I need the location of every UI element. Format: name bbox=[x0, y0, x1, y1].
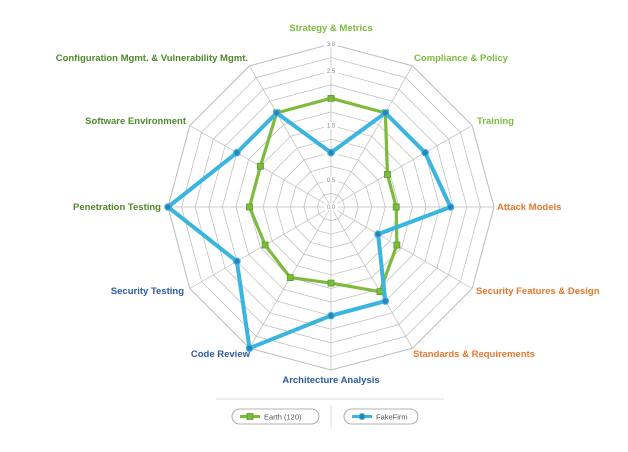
grid-spoke bbox=[189, 206, 332, 289]
data-point bbox=[257, 162, 264, 170]
series-fakefirm bbox=[164, 109, 455, 352]
axis-label: Attack Models bbox=[497, 202, 561, 213]
axis-label: Security Testing bbox=[111, 286, 184, 297]
tick-label-bg bbox=[324, 203, 338, 211]
data-point bbox=[327, 148, 335, 157]
data-point bbox=[327, 94, 335, 102]
data-point bbox=[245, 344, 254, 352]
data-point bbox=[233, 148, 241, 157]
axis-label: Strategy & Metrics bbox=[289, 23, 372, 34]
axis-label: Code Review bbox=[191, 349, 251, 360]
tick-label: 3.0 bbox=[327, 42, 336, 48]
tick-label: 1.5 bbox=[327, 124, 336, 130]
series-line bbox=[166, 110, 453, 351]
data-point bbox=[164, 203, 172, 211]
data-point bbox=[393, 241, 401, 249]
axis-label: Configuration Mgmt. & Vulnerability Mgmt… bbox=[56, 53, 248, 64]
tick-label: 2.5 bbox=[327, 69, 336, 75]
legend-swatch-marker bbox=[246, 413, 254, 420]
legend-item: Earth (120) bbox=[231, 408, 320, 425]
data-point bbox=[381, 109, 390, 117]
data-point bbox=[246, 203, 253, 211]
grid-spoke bbox=[249, 65, 332, 208]
data-point bbox=[374, 230, 382, 238]
tick-label: 0.5 bbox=[327, 178, 336, 184]
series-earth bbox=[246, 94, 401, 296]
data-point bbox=[272, 109, 281, 117]
axis-label: Training bbox=[477, 116, 514, 127]
tick-label-bg bbox=[324, 176, 338, 184]
axis-label: Architecture Analysis bbox=[282, 375, 379, 386]
data-point bbox=[384, 170, 391, 178]
radar-series bbox=[164, 94, 455, 352]
legend-label: FakeFirm bbox=[376, 413, 408, 422]
grid-spoke bbox=[330, 65, 413, 208]
data-point bbox=[261, 241, 269, 249]
legend-label: Earth (120) bbox=[264, 413, 302, 422]
data-point bbox=[233, 257, 241, 266]
data-point bbox=[286, 274, 294, 281]
axis-label: Compliance & Policy bbox=[414, 53, 509, 64]
data-point bbox=[376, 288, 384, 296]
axis-label: Standards & Requirements bbox=[413, 349, 535, 360]
chart-legend: Earth (120) FakeFirm bbox=[216, 398, 444, 428]
tick-label-bg bbox=[324, 40, 338, 48]
axis-label: Penetration Testing bbox=[73, 202, 161, 213]
legend-pill bbox=[231, 408, 320, 425]
tick-label-bg bbox=[324, 67, 338, 75]
legend-item: FakeFirm bbox=[343, 408, 419, 425]
data-point bbox=[381, 297, 390, 305]
axis-label: Software Environment bbox=[85, 116, 187, 127]
data-point bbox=[392, 203, 400, 211]
legend-pill bbox=[343, 408, 419, 425]
tick-label-bg bbox=[324, 122, 338, 129]
tick-label: 0.0 bbox=[327, 205, 336, 211]
data-point bbox=[446, 203, 455, 211]
grid-spoke bbox=[330, 125, 473, 208]
grid-spoke bbox=[330, 206, 413, 349]
legend-swatch-marker bbox=[358, 413, 366, 420]
data-point bbox=[327, 311, 335, 320]
grid-spoke bbox=[330, 206, 473, 289]
data-point bbox=[421, 148, 429, 157]
axis-labels: Strategy & Metrics Compliance & Policy Tra… bbox=[56, 23, 600, 386]
data-point bbox=[327, 279, 335, 287]
axis-label: Security Features & Design bbox=[476, 286, 600, 297]
